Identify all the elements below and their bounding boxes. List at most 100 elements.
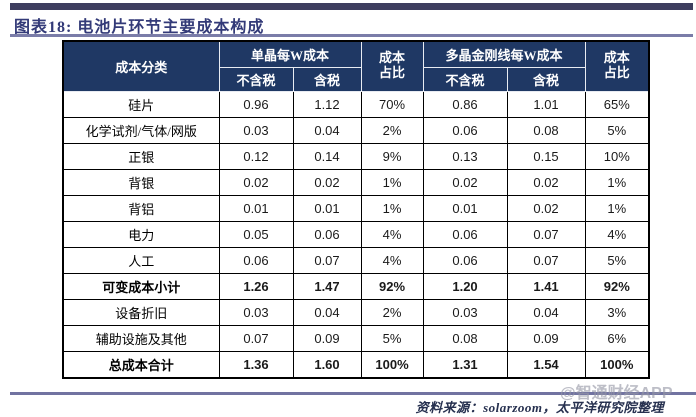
header-row-sub: 不含税 含税 不含税 含税 — [63, 66, 649, 92]
header-poly-intax: 含税 — [506, 66, 586, 92]
cell-poly-extax: 0.08 — [422, 324, 508, 352]
cell-category: 辅助设施及其他 — [62, 324, 220, 352]
table-row: 硅片 0.96 1.12 70% 0.86 1.01 65% — [62, 90, 650, 118]
cell-category: 总成本合计 — [62, 350, 220, 378]
cell-poly-intax: 1.54 — [506, 350, 586, 378]
cell-poly-share: 1% — [584, 194, 650, 222]
table-row: 电力 0.05 0.06 4% 0.06 0.07 4% — [62, 220, 650, 248]
cell-poly-extax: 0.86 — [422, 90, 508, 118]
source-note: 资料来源：solarzoom，太平洋研究院整理 — [415, 400, 664, 415]
table-row: 辅助设施及其他 0.07 0.09 5% 0.08 0.09 6% — [62, 324, 650, 352]
cell-mono-share: 4% — [360, 220, 424, 248]
cell-mono-intax: 0.04 — [292, 298, 362, 326]
cell-poly-share: 5% — [584, 116, 650, 144]
cell-category: 电力 — [62, 220, 220, 248]
cell-poly-intax: 0.07 — [506, 246, 586, 274]
cell-poly-intax: 0.02 — [506, 168, 586, 196]
cell-mono-intax: 1.47 — [292, 272, 362, 300]
cell-poly-extax: 0.03 — [422, 298, 508, 326]
watermark: @智通财经APP — [560, 385, 673, 402]
header-mono-group: 单晶每W成本 — [218, 40, 362, 68]
cell-poly-extax: 0.01 — [422, 194, 508, 222]
cell-mono-intax: 0.07 — [292, 246, 362, 274]
cell-mono-extax: 0.03 — [218, 116, 294, 144]
cell-poly-intax: 1.41 — [506, 272, 586, 300]
header-cost-category: 成本分类 — [62, 40, 220, 92]
title-divider-line — [10, 34, 693, 37]
cell-mono-share: 9% — [360, 142, 424, 170]
cell-mono-intax: 1.12 — [292, 90, 362, 118]
table-row: 背银 0.02 0.02 1% 0.02 0.02 1% — [62, 168, 650, 196]
cell-poly-share: 1% — [584, 168, 650, 196]
cost-table: 成本分类 单晶每W成本 成本 占比 多晶金刚线每W成本 成本 占比 不含税 含税… — [62, 40, 651, 379]
cell-mono-intax: 0.14 — [292, 142, 362, 170]
cell-mono-share: 1% — [360, 194, 424, 222]
table-row: 可变成本小计 1.26 1.47 92% 1.20 1.41 92% — [62, 272, 650, 300]
cell-poly-intax: 0.08 — [506, 116, 586, 144]
cell-poly-intax: 0.02 — [506, 194, 586, 222]
header-row-groups: 成本分类 单晶每W成本 成本 占比 多晶金刚线每W成本 成本 占比 — [62, 40, 650, 92]
footer-divider-line — [10, 392, 696, 395]
cell-category: 可变成本小计 — [62, 272, 220, 300]
cell-category: 人工 — [62, 246, 220, 274]
table-row: 总成本合计 1.36 1.60 100% 1.31 1.54 100% — [62, 350, 650, 378]
cell-poly-intax: 0.07 — [506, 220, 586, 248]
cell-mono-extax: 1.26 — [218, 272, 294, 300]
table-row: 设备折旧 0.03 0.04 2% 0.03 0.04 3% — [62, 298, 650, 326]
cell-poly-intax: 0.04 — [506, 298, 586, 326]
cell-poly-share: 4% — [584, 220, 650, 248]
cell-poly-extax: 0.06 — [422, 246, 508, 274]
cell-mono-intax: 0.02 — [292, 168, 362, 196]
cell-poly-intax: 1.01 — [506, 90, 586, 118]
header-mono-cost-share: 成本 占比 — [360, 40, 424, 92]
cell-poly-share: 6% — [584, 324, 650, 352]
cell-poly-intax: 0.15 — [506, 142, 586, 170]
cell-mono-share: 4% — [360, 246, 424, 274]
cell-mono-share: 92% — [360, 272, 424, 300]
cell-mono-extax: 0.96 — [218, 90, 294, 118]
cell-mono-intax: 1.60 — [292, 350, 362, 378]
header-mono-extax: 不含税 — [218, 66, 294, 92]
table-row: 人工 0.06 0.07 4% 0.06 0.07 5% — [62, 246, 650, 274]
cell-mono-extax: 0.12 — [218, 142, 294, 170]
table-row: 背铝 0.01 0.01 1% 0.01 0.02 1% — [62, 194, 650, 222]
cell-mono-intax: 0.04 — [292, 116, 362, 144]
cell-mono-share: 70% — [360, 90, 424, 118]
figure-title: 图表18: 电池片环节主要成本构成 — [14, 19, 265, 36]
header-poly-group: 多晶金刚线每W成本 — [422, 40, 586, 68]
cell-category: 化学试剂/气体/网版 — [62, 116, 220, 144]
cell-mono-extax: 0.06 — [218, 246, 294, 274]
cell-poly-extax: 0.06 — [422, 116, 508, 144]
cell-category: 背铝 — [62, 194, 220, 222]
table-row: 化学试剂/气体/网版 0.03 0.04 2% 0.06 0.08 5% — [62, 116, 650, 144]
cell-category: 正银 — [62, 142, 220, 170]
cell-mono-extax: 0.02 — [218, 168, 294, 196]
cell-mono-extax: 0.05 — [218, 220, 294, 248]
cell-mono-intax: 0.09 — [292, 324, 362, 352]
cell-poly-extax: 0.06 — [422, 220, 508, 248]
table-body: 硅片 0.96 1.12 70% 0.86 1.01 65% 化学试剂/气体/网… — [62, 90, 650, 378]
cell-poly-extax: 0.13 — [422, 142, 508, 170]
cell-mono-extax: 1.36 — [218, 350, 294, 378]
cell-poly-extax: 0.02 — [422, 168, 508, 196]
header-mono-intax: 含税 — [292, 66, 362, 92]
cell-mono-share: 1% — [360, 168, 424, 196]
top-accent-bar — [10, 3, 693, 10]
cell-mono-share: 2% — [360, 116, 424, 144]
cell-poly-intax: 0.09 — [506, 324, 586, 352]
cell-mono-extax: 0.07 — [218, 324, 294, 352]
cell-mono-share: 2% — [360, 298, 424, 326]
cell-poly-share: 65% — [584, 90, 650, 118]
table-header: 成本分类 单晶每W成本 成本 占比 多晶金刚线每W成本 成本 占比 不含税 含税… — [62, 40, 650, 92]
cell-mono-extax: 0.01 — [218, 194, 294, 222]
header-poly-cost-share: 成本 占比 — [584, 40, 650, 92]
cell-poly-share: 10% — [584, 142, 650, 170]
cell-category: 背银 — [62, 168, 220, 196]
cell-category: 硅片 — [62, 90, 220, 118]
cell-poly-extax: 1.31 — [422, 350, 508, 378]
cell-poly-extax: 1.20 — [422, 272, 508, 300]
cell-poly-share: 5% — [584, 246, 650, 274]
cell-mono-share: 100% — [360, 350, 424, 378]
cell-poly-share: 92% — [584, 272, 650, 300]
